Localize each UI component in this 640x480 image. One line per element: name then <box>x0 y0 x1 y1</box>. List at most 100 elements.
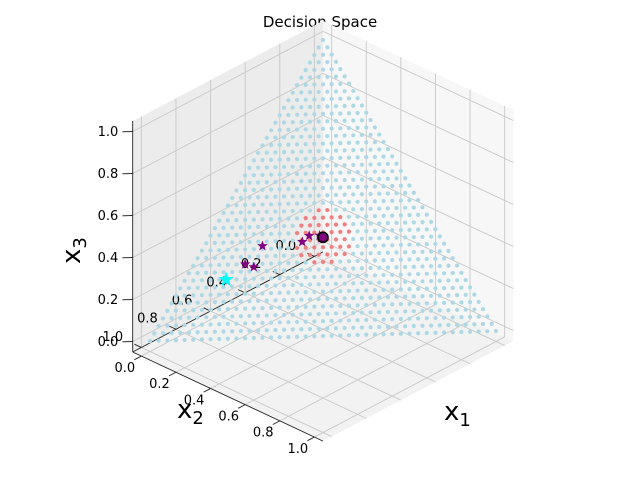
simplex-point <box>320 111 326 117</box>
simplex-point <box>307 326 313 332</box>
simplex-point <box>351 310 356 316</box>
start-point <box>218 271 234 287</box>
simplex-point <box>390 154 395 159</box>
simplex-point <box>377 236 382 241</box>
simplex-point <box>208 307 213 312</box>
simplex-point <box>208 233 213 238</box>
simplex-point <box>294 171 300 177</box>
simplex-point <box>390 183 395 189</box>
simplex-point <box>307 178 313 184</box>
simplex-point <box>381 287 386 292</box>
simplex-point <box>325 104 330 109</box>
simplex-point <box>303 171 308 176</box>
simplex-point <box>403 279 408 284</box>
simplex-point <box>303 97 308 102</box>
simplex-point <box>342 296 347 301</box>
simplex-point <box>377 310 382 315</box>
simplex-point <box>476 314 481 319</box>
simplex-point <box>260 320 265 326</box>
simplex-point <box>454 263 460 268</box>
simplex-point <box>281 120 287 125</box>
simplex-point <box>290 90 295 95</box>
simplex-point <box>416 227 421 232</box>
simplex-point <box>160 331 166 336</box>
simplex-point <box>234 262 239 267</box>
simplex-point <box>403 190 408 196</box>
grid-line <box>132 115 324 216</box>
simplex-point <box>281 150 287 155</box>
simplex-point <box>256 165 261 170</box>
simplex-point <box>437 278 442 283</box>
simplex-point <box>377 147 382 152</box>
simplex-point <box>342 103 347 109</box>
simplex-point <box>307 193 313 198</box>
simplex-point <box>407 213 412 218</box>
simplex-point <box>204 329 209 335</box>
simplex-point <box>342 177 347 183</box>
simplex-point <box>325 119 330 124</box>
simplex-point <box>277 290 282 295</box>
x2-axis-label: x2 <box>177 395 204 429</box>
simplex-point <box>342 89 347 94</box>
grid-line <box>141 347 332 437</box>
simplex-point <box>286 334 291 340</box>
simplex-point <box>390 169 395 174</box>
simplex-point <box>429 323 434 328</box>
simplex-point <box>199 337 204 342</box>
x1-axis-line <box>132 351 324 442</box>
grid-line <box>141 255 332 357</box>
simplex-point <box>398 228 403 233</box>
simplex-point <box>273 165 278 170</box>
simplex-point <box>299 164 304 169</box>
simplex-point <box>299 208 304 213</box>
simplex-point <box>316 326 321 331</box>
region-point <box>329 244 334 250</box>
simplex-point <box>260 158 265 163</box>
simplex-point <box>429 234 434 239</box>
simplex-point <box>368 251 373 256</box>
region-point <box>294 231 300 236</box>
simplex-point <box>290 297 295 302</box>
x1-tick <box>307 436 315 442</box>
simplex-point <box>251 306 256 311</box>
end-point <box>317 231 329 244</box>
simplex-point <box>277 275 282 281</box>
simplex-point <box>346 259 352 264</box>
simplex-point <box>398 213 403 218</box>
x3-tick-label: 0.2 <box>98 293 119 308</box>
x1-tick-label: 1.0 <box>288 442 309 457</box>
simplex-point <box>480 307 486 312</box>
simplex-point <box>355 110 360 116</box>
simplex-point <box>230 284 235 289</box>
simplex-point <box>225 262 230 267</box>
simplex-point <box>286 157 291 162</box>
simplex-point <box>225 307 230 312</box>
simplex-point <box>416 212 421 217</box>
simplex-point <box>325 178 330 183</box>
simplex-point <box>325 163 330 168</box>
simplex-point <box>394 205 399 211</box>
simplex-point <box>416 316 421 321</box>
region-point <box>320 215 326 220</box>
simplex-point <box>230 329 235 334</box>
simplex-point <box>407 183 412 188</box>
simplex-point <box>411 249 416 255</box>
simplex-point <box>247 195 252 200</box>
simplex-point <box>450 285 455 290</box>
simplex-point <box>398 168 403 174</box>
simplex-point <box>260 172 265 178</box>
simplex-point <box>217 336 222 342</box>
simplex-point <box>182 308 187 313</box>
simplex-point <box>281 194 287 199</box>
simplex-point <box>364 258 369 263</box>
simplex-point <box>359 266 365 271</box>
x2-tick-label: 1.0 <box>103 330 124 345</box>
simplex-point <box>394 176 399 181</box>
simplex-point <box>338 289 343 294</box>
grid-line <box>279 320 471 422</box>
simplex-point <box>368 280 373 285</box>
simplex-point <box>355 332 360 338</box>
simplex-point <box>290 268 295 273</box>
simplex-point <box>147 338 153 344</box>
region-point <box>342 251 347 257</box>
